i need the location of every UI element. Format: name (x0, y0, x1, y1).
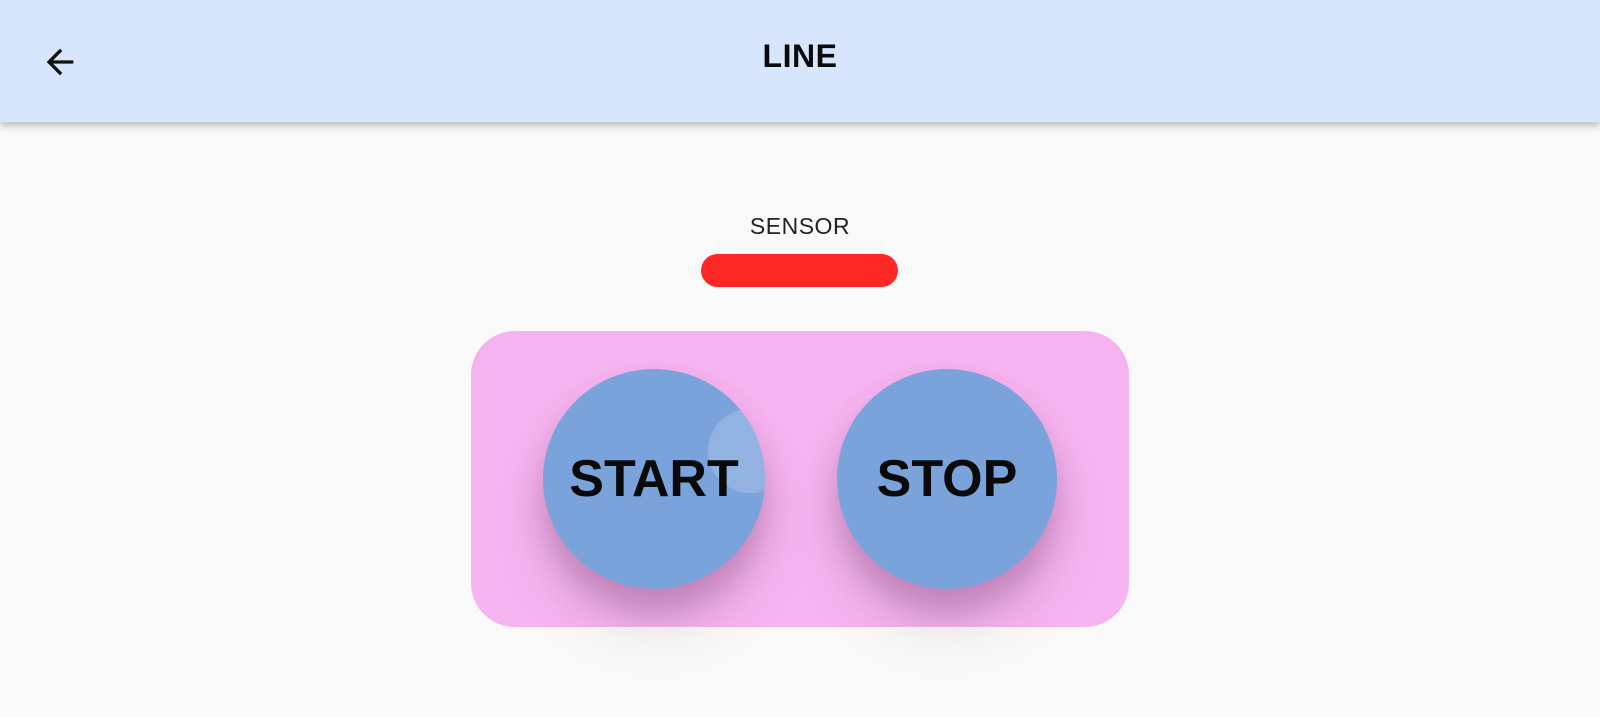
page-title: LINE (762, 38, 838, 74)
arrow-left-icon (46, 48, 74, 76)
stop-button-label: STOP (876, 450, 1018, 508)
back-button[interactable] (28, 30, 92, 94)
sensor-status-indicator (701, 254, 898, 287)
start-button[interactable]: START (543, 369, 765, 589)
stop-button[interactable]: STOP (837, 369, 1057, 589)
start-button-label: START (569, 450, 739, 508)
app-bar: LINE (0, 0, 1600, 122)
sensor-label: SENSOR (749, 213, 851, 239)
